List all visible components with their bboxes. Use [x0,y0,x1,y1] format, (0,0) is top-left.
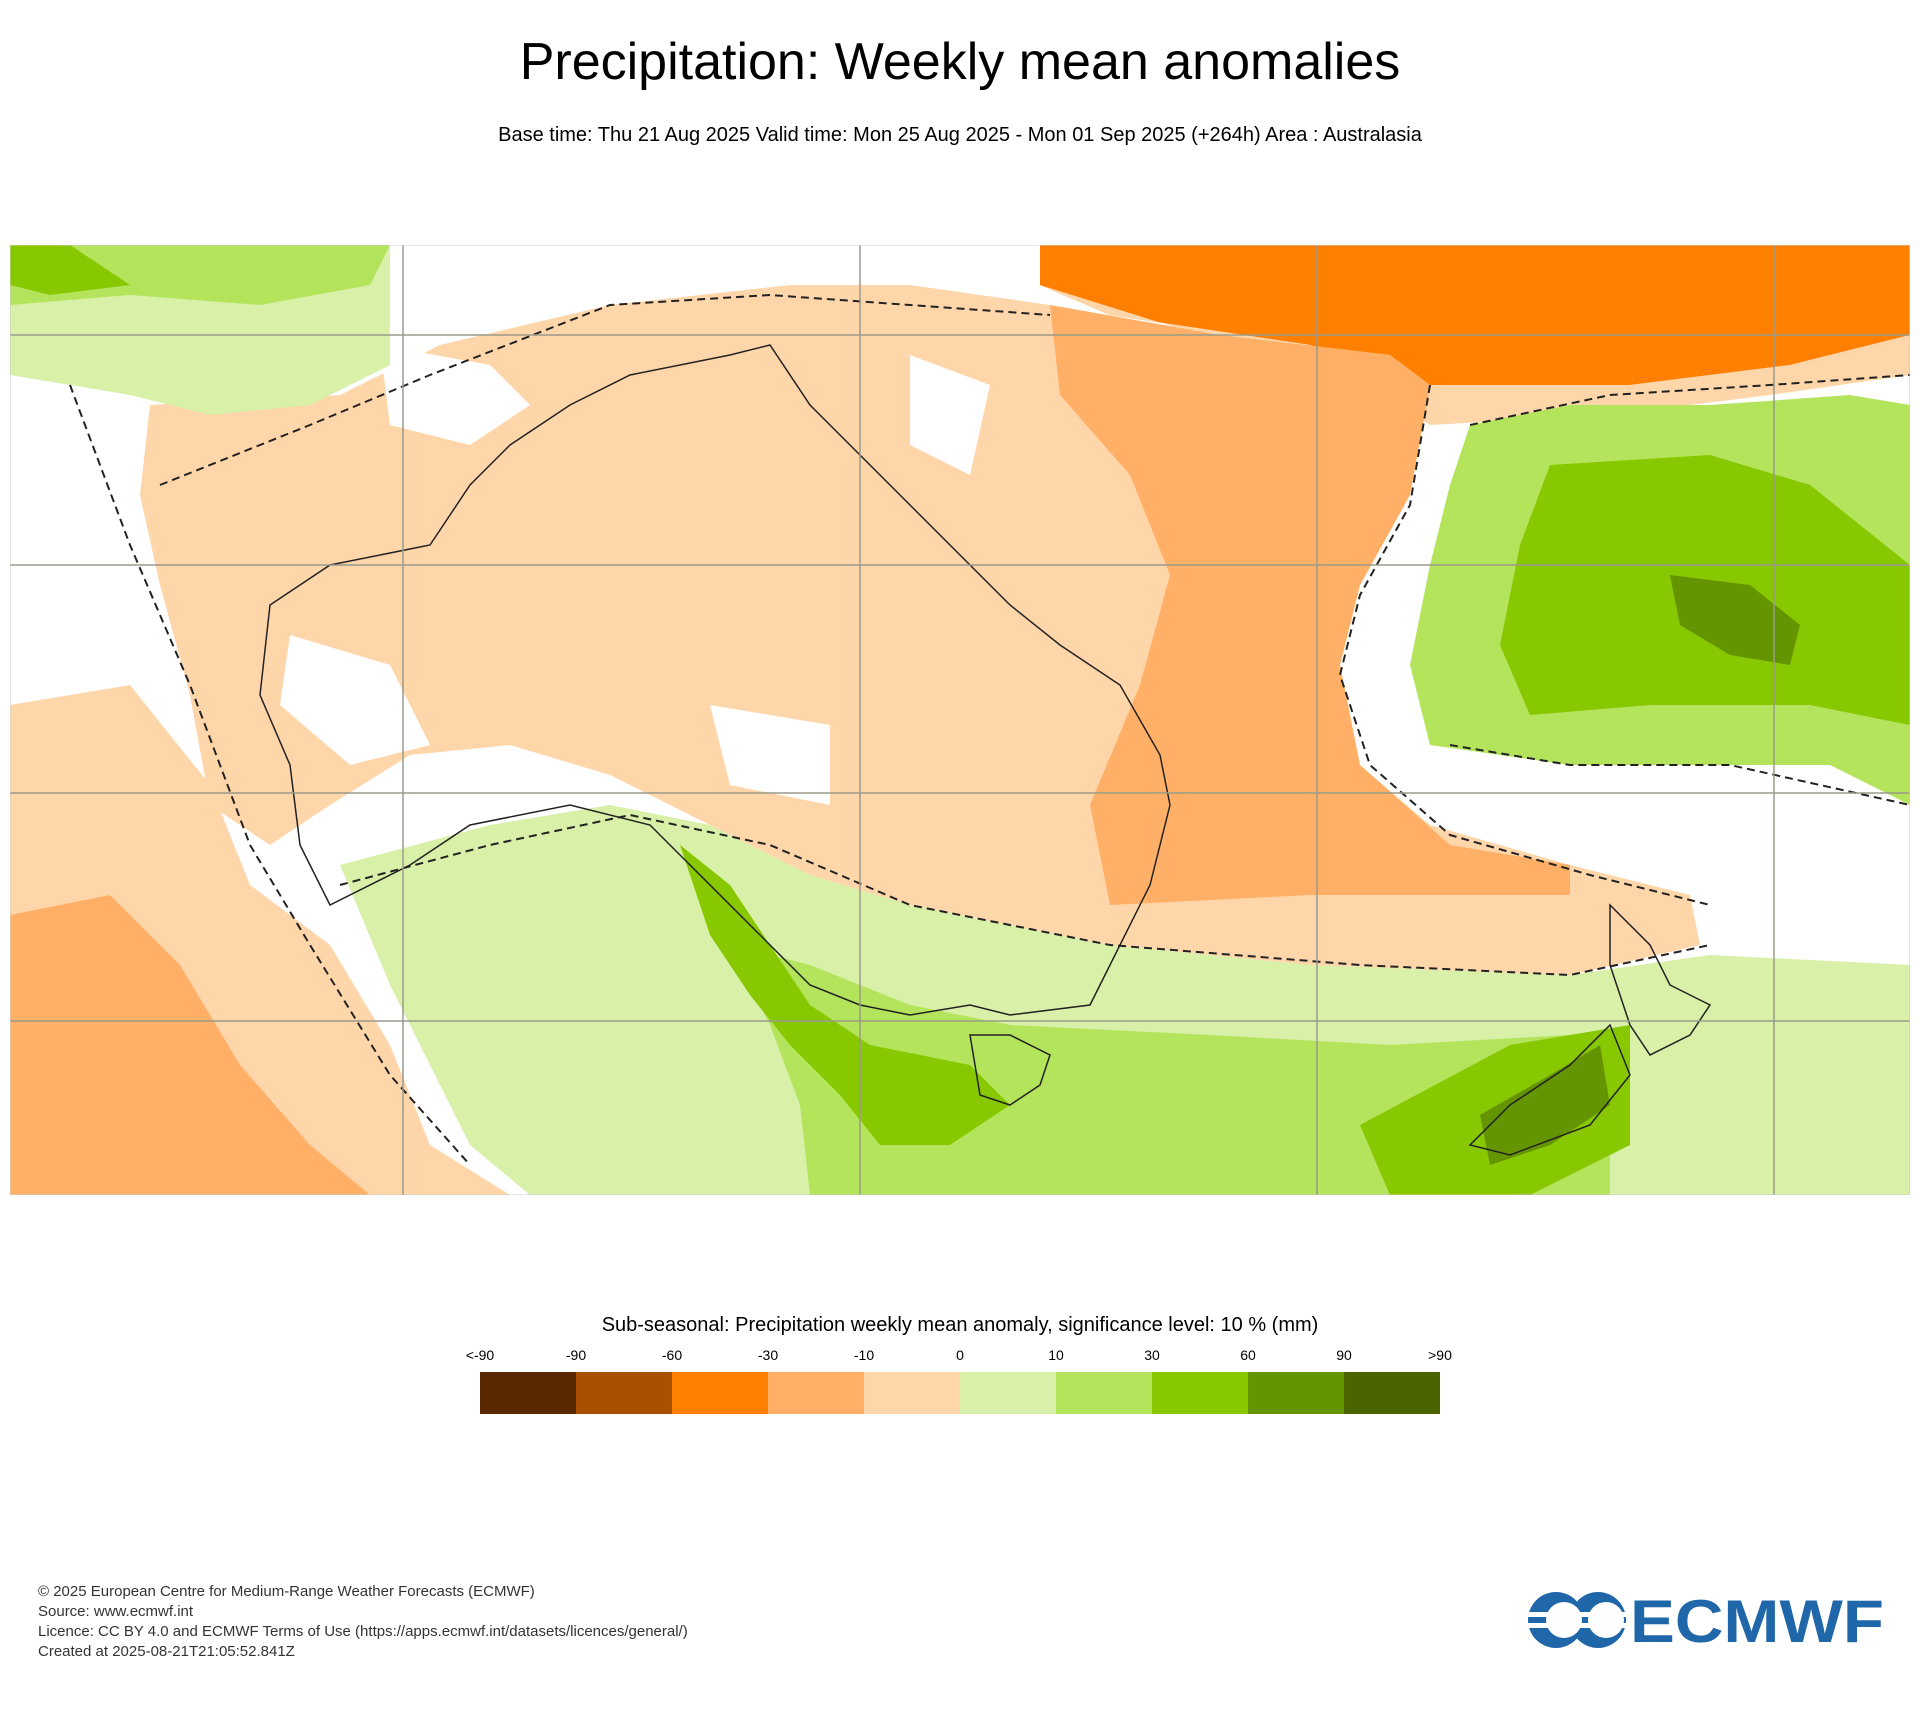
legend-swatch [480,1372,576,1414]
anomaly-region-north-pacific [1040,245,1910,385]
footer-credits: © 2025 European Centre for Medium-Range … [38,1582,688,1662]
legend-swatch [768,1372,864,1414]
legend-swatch [864,1372,960,1414]
logo-text: ECMWF [1630,1590,1884,1650]
legend-tick: -60 [661,1347,683,1363]
legend-tick: -90 [565,1347,587,1363]
legend-swatch [960,1372,1056,1414]
legend-tick: -10 [853,1347,875,1363]
legend-swatch [1152,1372,1248,1414]
legend-swatch [1248,1372,1344,1414]
legend-swatch [1344,1372,1440,1414]
legend-title: Sub-seasonal: Precipitation weekly mean … [601,1314,1319,1336]
footer-source: Source: www.ecmwf.int [38,1603,194,1620]
legend-tick: 90 [1336,1347,1352,1363]
legend-swatch [672,1372,768,1414]
precipitation-anomaly-map [10,245,1910,1195]
legend-tick: -30 [757,1347,779,1363]
map-title: Precipitation: Weekly mean anomalies [519,33,1401,91]
legend-swatch [576,1372,672,1414]
legend-colorbar [480,1372,1440,1414]
footer-copyright: © 2025 European Centre for Medium-Range … [38,1583,535,1600]
legend-tick: 0 [956,1347,964,1363]
map-subtitle: Base time: Thu 21 Aug 2025 Valid time: M… [498,124,1422,146]
legend-tick: 10 [1048,1347,1064,1363]
legend-tick: 60 [1240,1347,1256,1363]
legend-tick: >90 [1428,1347,1452,1363]
legend-tick: <-90 [465,1347,495,1363]
footer-created: Created at 2025-08-21T21:05:52.841Z [38,1643,295,1660]
ecmwf-logo: ECMWF [1526,1590,1884,1650]
legend-ticks: <-90 -90 -60 -30 -10 0 10 30 60 90 >90 [466,1347,1452,1367]
legend-tick: 30 [1144,1347,1160,1363]
legend-swatch [1056,1372,1152,1414]
footer-licence: Licence: CC BY 4.0 and ECMWF Terms of Us… [38,1623,688,1640]
